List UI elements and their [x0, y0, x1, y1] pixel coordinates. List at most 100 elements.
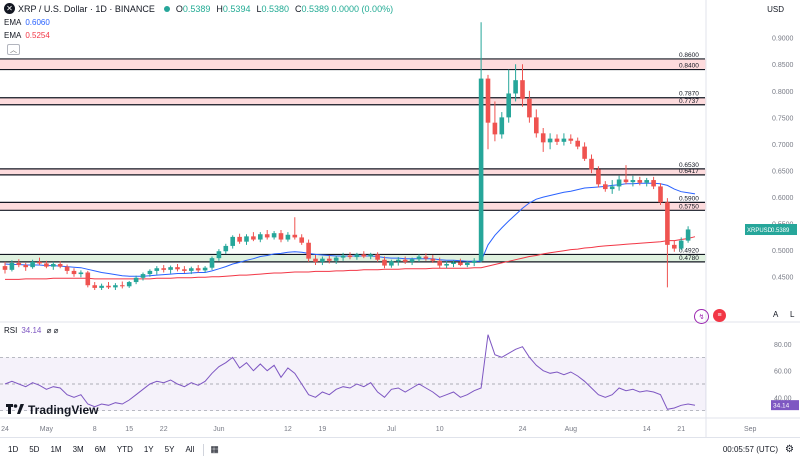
candle-body: [513, 80, 518, 94]
rsi-legend[interactable]: RSI 34.14 ⌀ ⌀: [4, 326, 58, 335]
indicator-ema-1[interactable]: EMA 0.6060: [4, 18, 50, 27]
candle-body: [126, 282, 132, 287]
currency-label[interactable]: USD: [767, 5, 784, 14]
indicator-ema-2[interactable]: EMA 0.5254: [4, 31, 50, 40]
candle-body: [361, 254, 367, 257]
rsi-last-value: 34.14: [773, 403, 790, 410]
candle-body: [603, 184, 608, 190]
rsi-last-tag: [771, 400, 799, 411]
indicator-value: 0.6060: [25, 18, 50, 27]
last-price-tag: [745, 224, 797, 236]
timeframe-all[interactable]: All: [185, 445, 195, 454]
rsi-extras: ⌀ ⌀: [46, 326, 59, 335]
time-tick-label: 15: [125, 426, 133, 433]
indicator-value: 0.5254: [25, 31, 50, 40]
candle-body: [527, 98, 532, 118]
zones-layer: [0, 58, 706, 262]
sr-zone: [0, 97, 706, 105]
candle-body: [251, 236, 256, 240]
candle-body: [327, 258, 332, 261]
toolbar-divider: [203, 443, 205, 456]
candle-body: [16, 262, 22, 266]
candle-body: [347, 255, 353, 258]
candles-layer: [2, 22, 691, 291]
candle-body: [51, 263, 56, 267]
time-tick-label: 24: [1, 426, 9, 433]
candle-body: [651, 180, 656, 187]
ohlc-readout: O0.5389 H0.5394 L0.5380 C0.5389 0.0000 (0.0…: [176, 4, 399, 14]
us-flag-icon[interactable]: ≡: [713, 309, 726, 322]
collapse-indicators-button[interactable]: ︿: [7, 44, 20, 55]
candle-body: [402, 259, 408, 262]
candle-body: [685, 229, 691, 241]
price-tick-label: 0.8000: [772, 89, 794, 96]
timeframe-5d[interactable]: 5D: [29, 445, 40, 454]
candle-body: [230, 236, 235, 246]
candle-body: [264, 234, 270, 238]
candle-body: [30, 261, 35, 268]
tradingview-logo[interactable]: TradingView: [6, 403, 98, 417]
time-tick-label: 21: [677, 426, 685, 433]
log-scale-button[interactable]: L: [790, 310, 795, 319]
candle-body: [292, 234, 298, 238]
ema-red-line: [5, 236, 696, 280]
timeframe-1y[interactable]: 1Y: [143, 445, 154, 454]
timeframe-3m[interactable]: 3M: [72, 445, 84, 454]
level-label: 0.7737: [679, 98, 699, 105]
candle-body: [437, 260, 442, 266]
candle-body: [85, 272, 91, 286]
chart-header: ✕ XRP / U.S. Dollar · 1D · BINANCE O0.53…: [4, 3, 399, 14]
candle-body: [120, 285, 125, 287]
symbol-title[interactable]: XRP / U.S. Dollar · 1D · BINANCE: [18, 3, 155, 14]
event-flags: ↯ ≡: [694, 309, 726, 324]
timeframe-6m[interactable]: 6M: [94, 445, 106, 454]
sr-zone: [0, 58, 706, 70]
ohlc-h: H0.5394: [216, 3, 251, 14]
candle-body: [333, 257, 339, 261]
candle-body: [168, 267, 173, 270]
price-tick-label: 0.9000: [772, 36, 794, 43]
rsi-name: RSI: [4, 326, 18, 335]
candle-body: [375, 254, 380, 260]
level-label: 0.8400: [679, 63, 699, 70]
dividend-flag-icon[interactable]: ↯: [694, 309, 709, 324]
candle-body: [189, 268, 194, 271]
time-tick-label: 12: [284, 426, 292, 433]
price-tick-label: 0.6000: [772, 195, 794, 202]
candle-body: [320, 258, 325, 262]
calendar-icon[interactable]: ▦: [210, 444, 219, 454]
timeframe-1m[interactable]: 1M: [50, 445, 62, 454]
candle-body: [465, 262, 470, 266]
candle-body: [202, 267, 208, 271]
gear-icon[interactable]: ⚙: [785, 444, 794, 455]
xrp-logo-icon: ✕: [4, 3, 15, 14]
candle-body: [182, 269, 187, 271]
candle-body: [154, 268, 160, 271]
level-label: 0.7870: [679, 91, 699, 98]
candle-body: [140, 274, 146, 278]
rsi-tick-label: 80.00: [774, 342, 792, 349]
time-tick-label: 10: [436, 426, 444, 433]
time-tick-label: Aug: [565, 426, 578, 433]
candle-body: [389, 261, 394, 266]
candle-body: [9, 262, 15, 270]
candle-body: [382, 259, 387, 266]
timeframe-5y[interactable]: 5Y: [164, 445, 175, 454]
price-tick-label: 0.4500: [772, 275, 794, 282]
timeframe-1d[interactable]: 1D: [8, 445, 19, 454]
timeframe-ytd[interactable]: YTD: [116, 445, 133, 454]
price-tick-label: 0.7500: [772, 115, 794, 122]
time-tick-label: 22: [160, 426, 168, 433]
candle-body: [499, 117, 505, 135]
candle-body: [57, 263, 63, 267]
candle-body: [78, 272, 84, 275]
candle-body: [2, 266, 8, 270]
level-label: 0.5750: [679, 203, 699, 210]
price-tick-label: 0.6500: [772, 168, 794, 175]
candle-body: [244, 236, 249, 242]
utc-clock[interactable]: 00:05:57 (UTC): [722, 445, 778, 454]
auto-scale-button[interactable]: A: [773, 310, 779, 319]
candle-body: [430, 258, 436, 261]
indicator-name: EMA: [4, 31, 22, 40]
